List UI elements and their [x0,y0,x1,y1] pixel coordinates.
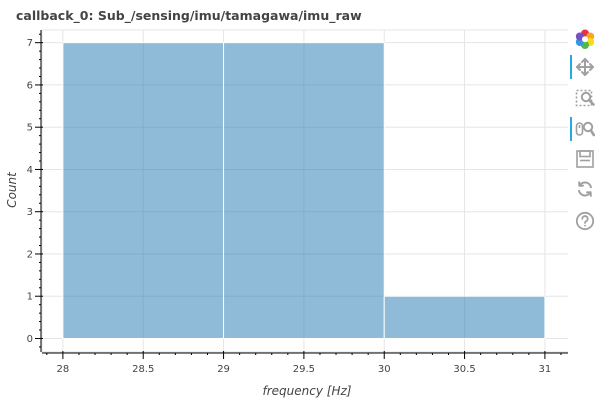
histogram-bar [62,42,225,339]
wheel-zoom-icon[interactable] [570,116,600,142]
x-tick-label: 28.5 [132,364,154,375]
x-tick-label: 30.5 [453,364,475,375]
x-tick-label: 30 [378,364,391,375]
x-tick-label: 31 [539,364,552,375]
x-tick-label: 29.5 [293,364,315,375]
x-tick-label: 28 [57,364,70,375]
save-icon[interactable] [570,146,600,172]
y-axis-label: Count [5,171,19,208]
x-axis: 28 28.5 29 29.5 30 30.5 31 [42,351,568,375]
bokeh-logo-icon[interactable] [570,26,600,52]
histogram-bars [62,42,546,339]
pan-icon[interactable] [570,54,600,80]
x-tick-label: 29 [217,364,230,375]
x-axis-label: frequency [Hz] [263,384,352,398]
plot-toolbar [570,24,600,244]
histogram-bar [223,42,385,339]
chart-title: callback_0: Sub_/sensing/imu/tamagawa/im… [16,8,362,23]
histogram-plot[interactable]: 28 28.5 29 29.5 30 30.5 31 0 1 2 3 4 5 6 7 frequency … [0,0,568,400]
y-tick-label: 0 [27,334,33,345]
plot-frame [41,29,568,353]
histogram-bar [383,295,546,339]
y-tick-label: 2 [27,249,33,260]
reset-icon[interactable] [570,176,600,202]
box-zoom-icon[interactable] [570,86,600,112]
y-tick-label: 3 [27,207,33,218]
y-tick-label: 7 [27,38,33,49]
y-tick-label: 5 [27,123,33,134]
y-tick-label: 4 [27,165,33,176]
y-tick-label: 1 [27,292,33,303]
y-axis: 0 1 2 3 4 5 6 7 [27,30,43,352]
y-tick-label: 6 [27,80,33,91]
help-icon[interactable] [570,208,600,234]
